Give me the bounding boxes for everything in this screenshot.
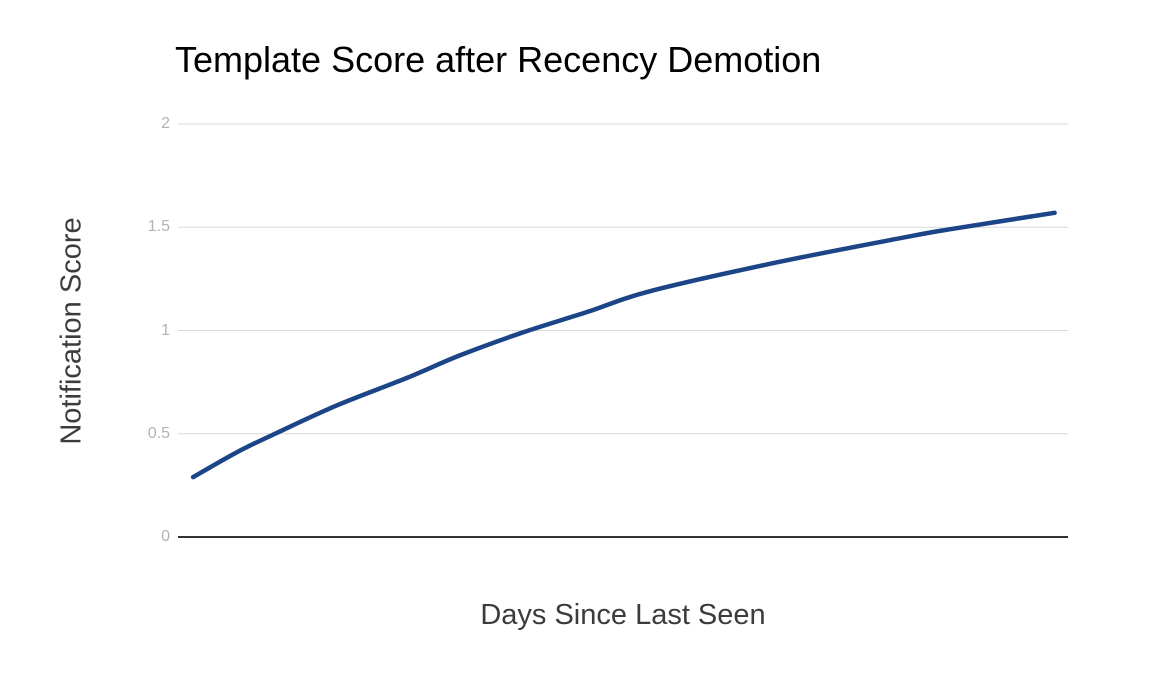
y-tick-label: 1	[161, 321, 170, 339]
score-curve	[190, 210, 1057, 480]
plot-area	[178, 123, 1068, 538]
x-axis-title: Days Since Last Seen	[480, 599, 766, 631]
chart-title: Template Score after Recency Demotion	[175, 39, 822, 80]
y-axis-title: Notification Score	[55, 217, 88, 445]
y-tick-label: 2	[161, 115, 170, 132]
y-tick-label: 0.5	[147, 424, 170, 442]
y-tick-label: 0	[161, 528, 170, 545]
y-tick-label: 1.5	[147, 218, 170, 236]
